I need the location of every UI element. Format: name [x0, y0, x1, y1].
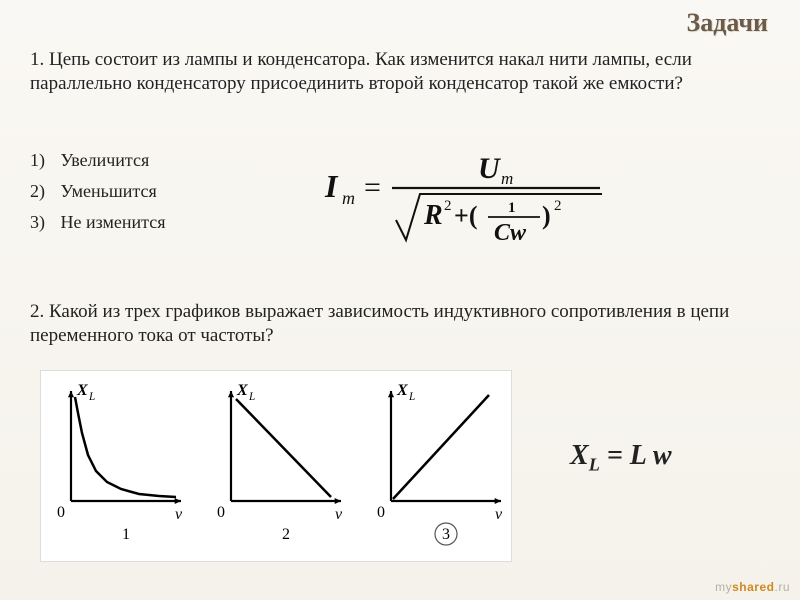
- svg-text:2: 2: [282, 526, 290, 543]
- graphs-panel: 0XLν10XLν20XLν3: [40, 370, 512, 562]
- formula-plus-paren: +(: [454, 201, 477, 230]
- formula-lhs-sub: m: [342, 188, 355, 208]
- graphs-svg: 0XLν10XLν20XLν3: [41, 371, 511, 561]
- svg-text:L: L: [408, 391, 415, 403]
- brand-hl: shared: [732, 580, 774, 594]
- svg-text:X: X: [396, 382, 408, 399]
- question-2-text: 2. Какой из трех графиков выражает завис…: [30, 300, 770, 348]
- svg-text:0: 0: [377, 504, 385, 521]
- formula-num-U: U: [478, 152, 501, 185]
- question-1-options: 1) Увеличится 2) Уменьшится 3) Не измени…: [30, 146, 165, 238]
- option-2-num: 2): [30, 177, 56, 206]
- option-1-label: Увеличится: [61, 150, 150, 170]
- option-1: 1) Увеличится: [30, 146, 165, 175]
- formula-num-sub: m: [501, 169, 513, 188]
- formula-inner-num: 1: [508, 200, 516, 216]
- brand-pre: my: [715, 580, 732, 594]
- svg-text:X: X: [76, 382, 88, 399]
- formula-eq: =: [364, 171, 381, 204]
- formula-close-paren: ): [542, 201, 551, 230]
- svg-text:L: L: [248, 391, 255, 403]
- brand-post: .ru: [774, 580, 790, 594]
- option-1-num: 1): [30, 146, 56, 175]
- option-3-num: 3): [30, 208, 56, 237]
- formula-lhs: I: [324, 168, 339, 204]
- brand-watermark: myshared.ru: [715, 580, 790, 594]
- option-3-label: Не изменится: [61, 212, 166, 232]
- formula-R-sup: 2: [444, 198, 452, 214]
- xl-X: X: [570, 440, 589, 471]
- svg-text:ν: ν: [335, 506, 343, 523]
- xl-rest: = L w: [600, 440, 672, 471]
- question-1-text: 1. Цепь состоит из лампы и конденсатора.…: [30, 48, 770, 96]
- svg-text:X: X: [236, 382, 248, 399]
- xl-formula: XL = L w: [570, 440, 672, 476]
- svg-text:ν: ν: [175, 506, 183, 523]
- svg-text:ν: ν: [495, 506, 503, 523]
- formula-R: R: [423, 200, 443, 231]
- option-2-label: Уменьшится: [61, 181, 157, 201]
- formula-inner-den: Cw: [494, 220, 527, 246]
- option-3: 3) Не изменится: [30, 208, 165, 237]
- svg-text:0: 0: [217, 504, 225, 521]
- svg-text:1: 1: [122, 526, 130, 543]
- current-formula: I m = U m R 2 +( 1 Cw ) 2: [320, 142, 620, 262]
- option-2: 2) Уменьшится: [30, 177, 165, 206]
- xl-sub: L: [589, 455, 600, 475]
- svg-text:0: 0: [57, 504, 65, 521]
- page-title: Задачи: [687, 8, 768, 38]
- formula-close-sup: 2: [554, 198, 562, 214]
- svg-text:3: 3: [442, 526, 450, 543]
- svg-text:L: L: [88, 391, 95, 403]
